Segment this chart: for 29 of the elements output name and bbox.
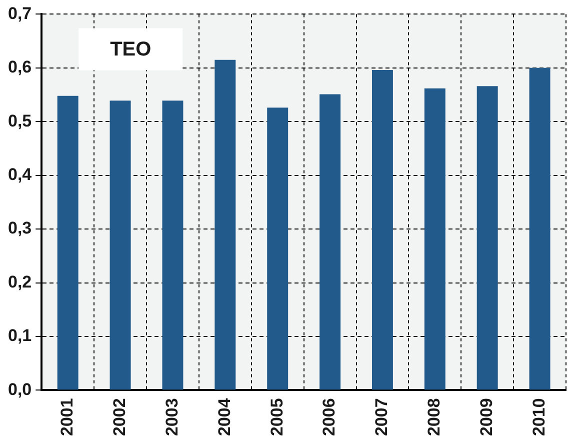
bar <box>162 100 184 390</box>
x-tick-label: 2009 <box>477 398 496 436</box>
x-tick-label: 2005 <box>267 398 286 436</box>
x-tick-label: 2001 <box>58 398 77 436</box>
annotation: TEO <box>110 38 152 61</box>
bar <box>476 86 498 390</box>
x-tick-label: 2010 <box>529 398 548 436</box>
bar <box>214 60 236 390</box>
y-tick-label: 0,3 <box>8 218 32 238</box>
bar <box>320 94 341 390</box>
x-tick-label: 2004 <box>214 398 234 436</box>
y-tick-label: 0,2 <box>8 272 32 292</box>
y-tick-label: 0,1 <box>8 326 32 346</box>
y-tick-label: 0,5 <box>8 111 32 130</box>
bar <box>110 100 131 390</box>
x-tick-label: 2006 <box>320 398 339 436</box>
y-tick-label: 0,4 <box>8 165 32 184</box>
y-tick-label: 0,0 <box>8 380 32 399</box>
bar <box>372 70 393 390</box>
bar <box>57 96 78 390</box>
bar <box>529 68 550 390</box>
bar <box>267 108 288 390</box>
y-tick-label: 0,7 <box>8 4 32 23</box>
x-tick-label: 2003 <box>162 398 182 436</box>
x-tick-label: 2007 <box>372 398 392 436</box>
bar <box>424 88 446 390</box>
x-tick-label: 2008 <box>424 398 444 436</box>
x-tick-label: 2002 <box>110 398 129 436</box>
y-tick-label: 0,6 <box>8 58 32 77</box>
